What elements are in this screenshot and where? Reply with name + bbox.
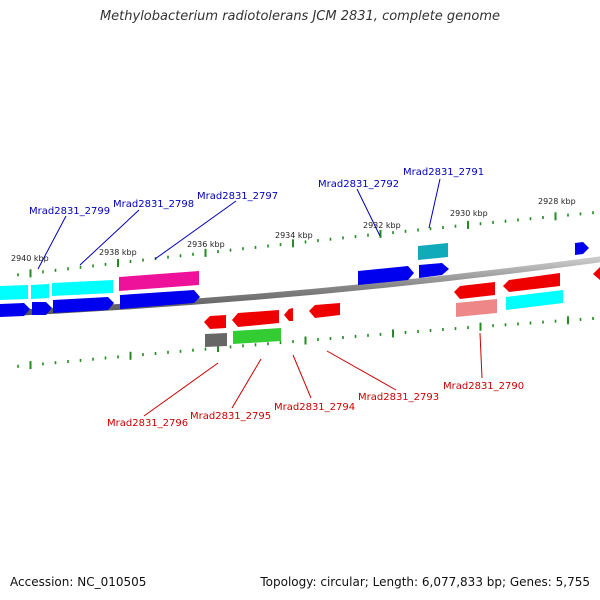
gene-feature[interactable]	[309, 303, 340, 318]
gene-label-mrad2831-2799[interactable]: Mrad2831_2799	[29, 206, 110, 217]
gene-label-mrad2831-2793[interactable]: Mrad2831_2793	[358, 392, 439, 403]
gene-feature[interactable]	[53, 297, 114, 313]
scale-ticks-top	[17, 211, 594, 278]
forward-strand-genes	[0, 242, 589, 317]
gene-feature[interactable]	[456, 299, 497, 317]
topology-text: Topology: circular; Length: 6,077,833 bp…	[260, 575, 590, 589]
scale-label-2936: 2936 kbp	[187, 240, 225, 249]
gene-feature[interactable]	[0, 285, 28, 300]
gene-label-mrad2831-2791[interactable]: Mrad2831_2791	[403, 167, 484, 178]
reverse-strand-genes	[204, 267, 600, 347]
scale-label-2930: 2930 kbp	[450, 209, 488, 218]
gene-feature[interactable]	[419, 263, 449, 278]
gene-label-mrad2831-2794[interactable]: Mrad2831_2794	[274, 402, 355, 413]
gene-feature[interactable]	[32, 302, 52, 315]
gene-feature[interactable]	[503, 273, 560, 292]
gene-feature[interactable]	[284, 308, 293, 321]
gene-feature[interactable]	[358, 266, 414, 285]
scale-label-2940: 2940 kbp	[11, 254, 49, 263]
scale-label-2938: 2938 kbp	[99, 248, 137, 257]
gene-feature[interactable]	[454, 282, 495, 299]
gene-label-mrad2831-2795[interactable]: Mrad2831_2795	[190, 411, 271, 422]
gene-label-mrad2831-2797[interactable]: Mrad2831_2797	[197, 191, 278, 202]
gene-feature[interactable]	[418, 243, 448, 260]
gene-label-mrad2831-2798[interactable]: Mrad2831_2798	[113, 199, 194, 210]
gene-feature[interactable]	[204, 315, 226, 329]
gene-label-mrad2831-2796[interactable]: Mrad2831_2796	[107, 418, 188, 429]
scale-label-2932: 2932 kbp	[363, 221, 401, 230]
gene-label-mrad2831-2792[interactable]: Mrad2831_2792	[318, 179, 399, 190]
label-leaders	[37, 178, 483, 417]
gene-feature[interactable]	[0, 303, 30, 317]
gene-feature[interactable]	[575, 242, 589, 255]
gene-feature[interactable]	[119, 271, 199, 291]
gene-feature[interactable]	[233, 328, 281, 344]
scale-ticks-bottom	[17, 316, 594, 370]
gene-feature[interactable]	[205, 333, 227, 347]
map-title: Methylobacterium radiotolerans JCM 2831,…	[99, 9, 501, 24]
accession-text: Accession: NC_010505	[10, 575, 147, 589]
gene-feature[interactable]	[52, 280, 113, 296]
gene-feature[interactable]	[506, 290, 563, 310]
gene-feature[interactable]	[232, 310, 279, 327]
gene-label-mrad2831-2790[interactable]: Mrad2831_2790	[443, 381, 524, 392]
scale-label-2928: 2928 kbp	[538, 197, 576, 206]
scale-label-2934: 2934 kbp	[275, 231, 313, 240]
gene-feature[interactable]	[31, 284, 49, 299]
gene-feature[interactable]	[593, 267, 600, 280]
gene-feature[interactable]	[120, 290, 200, 309]
